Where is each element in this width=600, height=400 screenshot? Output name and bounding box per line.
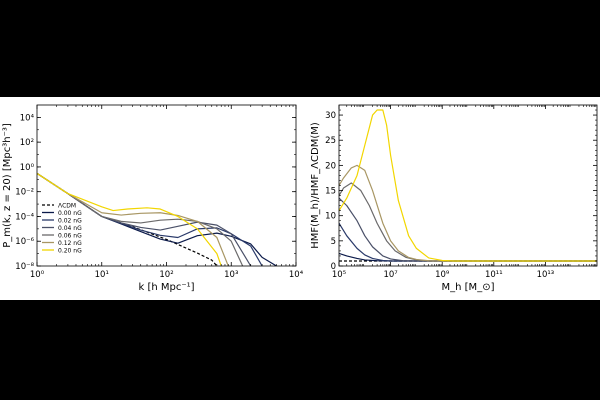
x-tick-label: 10¹ [95,270,109,280]
x-tick-label: 10¹¹ [485,270,503,280]
series-group [37,172,277,266]
y-tick-label: 10² [20,138,34,148]
legend-label: 0.12 nG [58,240,82,247]
y-tick-label: 10 [325,212,336,222]
y-tick-label: 10⁻² [15,188,34,198]
series-line-0-06-ng [37,172,244,266]
y-tick-label: 10⁻⁴ [15,212,34,222]
y-axis-label: P_m(k, z = 20) [Mpc³h⁻³] [2,123,13,248]
series-line-0-12-ng [339,164,597,262]
series-line-0-02-ng [339,222,597,262]
y-tick-label: 10⁻⁶ [15,237,34,247]
legend-label: 0.02 nG [58,218,82,225]
x-tick-label: 10⁷ [383,270,398,280]
legend-label: 0.04 nG [58,225,82,232]
legend-label: 0.06 nG [58,233,82,240]
legend-label: 0.20 nG [58,248,82,255]
x-tick-label: 10⁹ [435,270,450,280]
power-spectrum-chart: 10⁰ 10¹ 10² 10³ 10⁴ 10⁻⁸ 10⁻⁶ 10⁻⁴ 10⁻² 10⁰ 10² 10⁴… [2,104,304,293]
x-tick-label: 10² [159,270,173,280]
x-tick-label: 10³ [224,270,238,280]
y-tick-label: 15 [325,187,336,197]
y-tick-label: 10⁻⁸ [15,262,34,272]
y-axis-label: HMF(M_h)/HMF_ΛCDM(M) [310,122,321,249]
y-tick-label: 25 [325,136,336,146]
series-line-0-12-ng [37,172,229,266]
plot-frame [338,104,598,267]
y-tick-label: 30 [325,111,336,121]
series-line-0-20-ng [37,172,222,266]
figure-panel: 10⁰ 10¹ 10² 10³ 10⁴ 10⁻⁸ 10⁻⁶ 10⁻⁴ 10⁻² 10⁰ 10² 10⁴… [0,97,600,300]
series-line-0-04-ng [339,197,597,262]
y-tick-label: 20 [325,161,336,171]
y-tick-label: 5 [331,237,336,247]
y-tick-label: 0 [331,262,336,272]
series-line-0-06-ng [339,182,597,262]
x-tick-label: 10⁵ [332,270,346,280]
y-tick-label: 10⁰ [20,163,35,173]
series-line-0-20-ng [339,109,597,262]
figure-svg: 10⁰ 10¹ 10² 10³ 10⁴ 10⁻⁸ 10⁻⁶ 10⁻⁴ 10⁻² 10⁰ 10² 10⁴… [2,104,598,293]
halo-mass-function-ratio-chart: 10⁵ 10⁷ 10⁹ 10¹¹ 10¹³ 0 5 10 15 20 25 30 M_h [M_⊙] HM… [310,104,598,293]
x-tick-label: 10¹³ [537,270,555,280]
series-group [339,109,597,262]
x-tick-label: 10⁰ [30,270,45,280]
x-axis-label: M_h [M_⊙] [442,282,495,293]
x-tick-label: 10⁴ [289,270,304,280]
x-axis-label: k [h Mpc⁻¹] [138,282,194,293]
legend-label: ΛCDM [58,203,76,210]
legend-label: 0.00 nG [58,210,82,217]
y-tick-label: 10⁴ [20,113,35,123]
